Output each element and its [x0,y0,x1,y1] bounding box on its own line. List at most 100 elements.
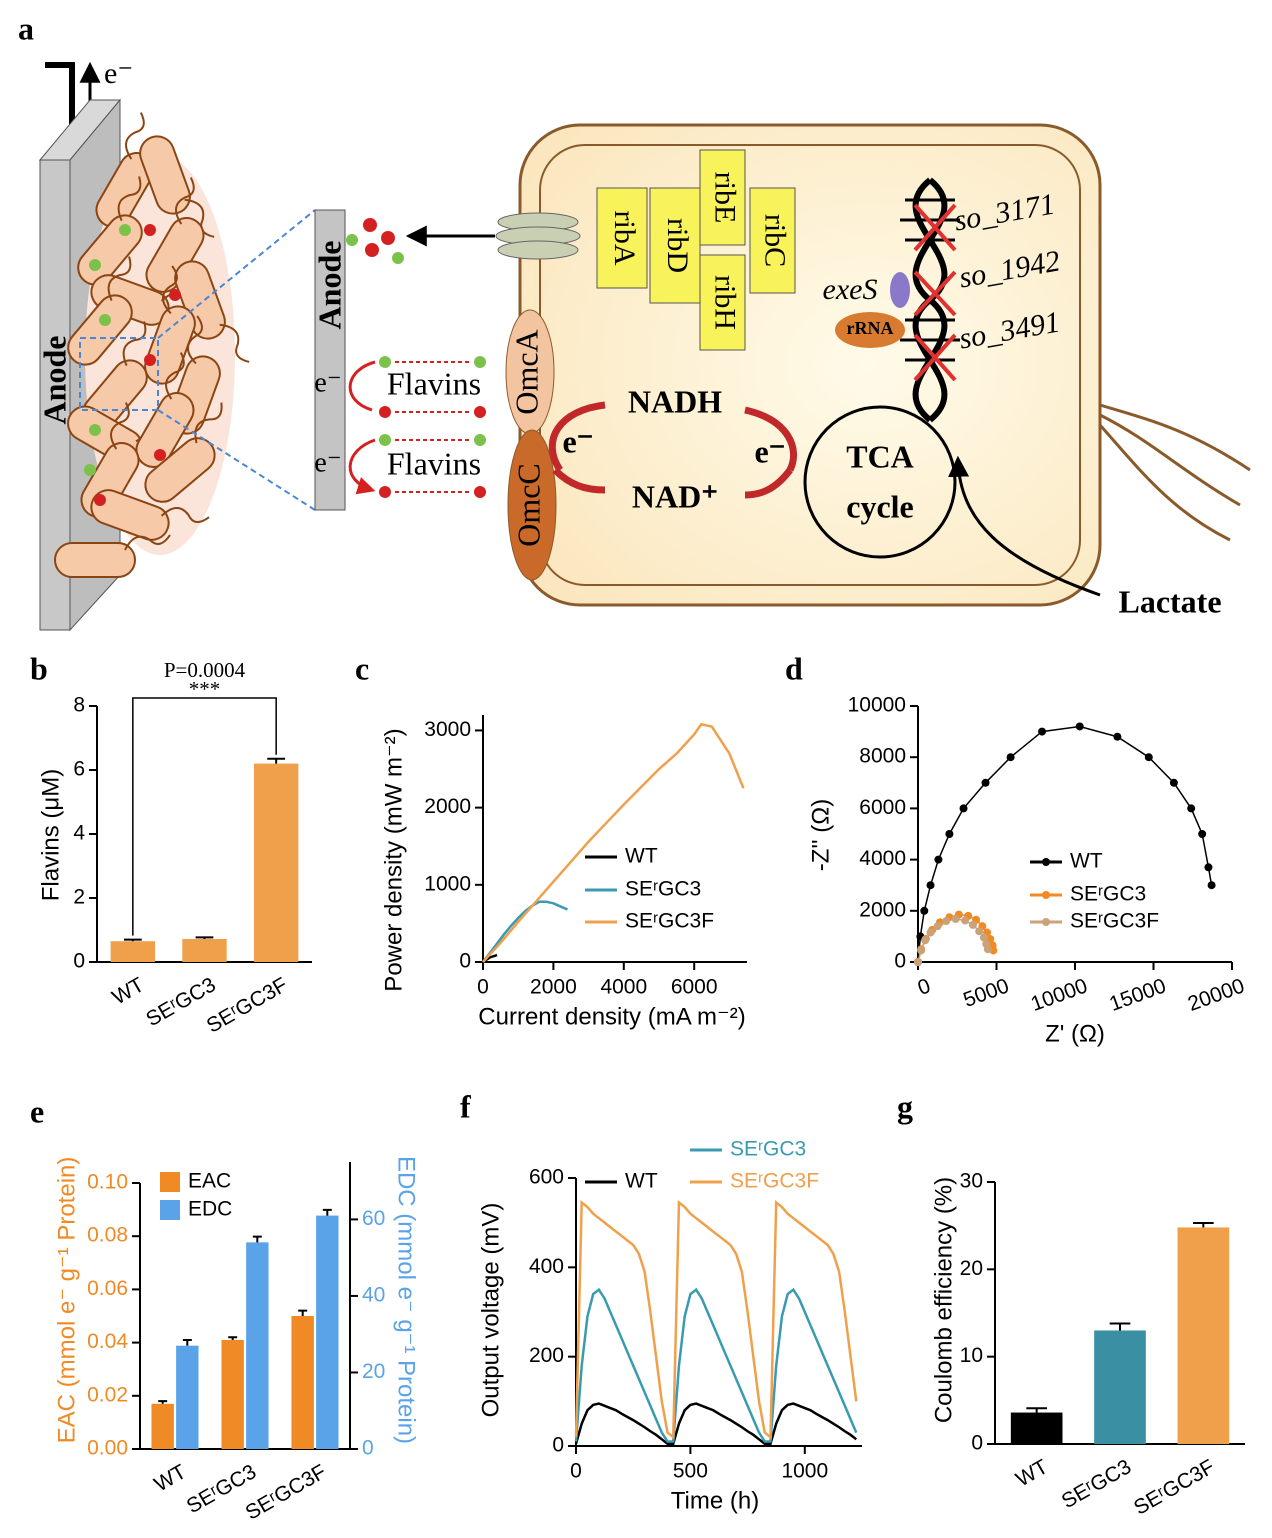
series-line [574,1287,858,1443]
y-tick-label: 6 [73,758,85,781]
x-tick-label: WT [150,1460,190,1496]
lactate-arrow [948,455,1101,597]
data-point [981,778,990,787]
data-point [917,946,926,955]
x-tick-label: 15000 [1106,974,1169,1016]
x-tick-label: 6000 [671,976,718,999]
x-tick-label: SEʳGC3F [1130,1455,1219,1519]
y-tick-label: 0 [552,1434,564,1457]
y-tick-label: 4 [73,822,85,845]
series-line [482,722,745,963]
pilus [160,506,210,523]
y2-tick-label: 20 [362,1360,385,1383]
flavin-dot [154,449,166,461]
bacterium [67,294,133,366]
y-tick-label: 0.04 [87,1330,128,1353]
y-tick-label: 600 [529,1166,564,1189]
omca-label: OmcA [508,329,544,414]
flavin-dot [119,224,131,236]
legend-marker [1042,891,1050,899]
y-tick-label: 6000 [859,796,906,819]
error-bar [1109,1322,1131,1331]
x-tick-label: WT [108,973,148,1009]
bar [110,941,156,962]
x-tick-label: SEʳGC3F [242,1460,331,1524]
y-axis-label: Power density (mW m⁻²) [380,728,407,991]
bar [221,1339,244,1449]
pilus [165,352,185,400]
data-point [959,804,968,813]
y2-tick-label: 0 [362,1437,374,1460]
electron-label: e⁻ [754,433,785,469]
electron-label: e⁻ [104,57,133,90]
data-point [1144,753,1153,762]
electron-label: e⁻ [314,367,341,398]
error-bar [123,938,142,942]
data-point [968,920,977,929]
x-axis-label: Z' (Ω) [1045,1020,1105,1047]
x-tick-label: 4000 [600,976,647,999]
error-bar [182,1338,192,1346]
x-tick-label: SEʳGC3F [203,973,292,1037]
rib-label: ribD [661,218,694,273]
bacterium [174,260,226,340]
significance-bracket [132,697,277,936]
x-tick-label: 0 [477,976,489,999]
legend-label: SEʳGC3F [625,910,714,933]
legend-marker [1042,858,1050,866]
pilus [124,534,171,551]
pilus [161,265,178,315]
annotation: P=0.0004 [164,658,246,682]
legend-label: SEʳGC3F [730,1170,819,1193]
rib-label: ribA [608,211,641,266]
electron-label: e⁻ [314,447,341,478]
pilus [184,198,215,238]
data-point [926,881,935,890]
legend-marker [1042,918,1050,926]
chart: e 0.00 0.02 0.04 0.06 0.08 0.10 0 20 40 60 EDC (mmo… [30,1093,420,1524]
x-tick-label: 20000 [1185,974,1248,1016]
flavin-dot [144,354,156,366]
electron-transfer-arrow [744,406,797,499]
bar [1177,1227,1230,1444]
anode-label: Anode [36,336,72,425]
bar [291,1316,314,1449]
y-tick-label: 20 [960,1257,983,1280]
flagella [1098,403,1251,542]
x-tick-label: 1000 [781,1460,828,1483]
omcc [507,429,557,581]
pilus [219,323,250,363]
data-point [1187,804,1196,813]
y-tick-label: 0.00 [87,1437,128,1460]
error-bar [298,1309,308,1316]
rib-box [649,187,701,304]
pilus [194,402,223,444]
rib-genes: ribA ribD ribE ribH ribC [596,149,796,351]
bacterium [54,542,136,578]
anode-label: Anode [311,241,347,330]
error-bar [322,1208,332,1216]
bar [176,1345,199,1449]
data-point [914,958,922,966]
rib-label: ribC [759,214,792,267]
panel-label: c [355,650,369,686]
inner-anode [314,209,346,511]
y-tick-label: 2000 [424,795,471,818]
data-point [1207,881,1216,890]
rib-box [699,254,746,351]
x-tick-label: 500 [673,1460,708,1483]
tca-label: TCA [846,438,914,474]
wire [45,62,75,125]
electron-transfer-arrow [548,401,606,494]
rib-box [749,187,796,294]
legend-label: SEʳGC3 [1070,883,1146,906]
rib-box [699,149,746,246]
x-tick-label: 10000 [1028,974,1091,1016]
x-tick-label: 2000 [530,976,577,999]
series-line [482,900,568,963]
error-bar [252,1235,262,1243]
error-bar [1193,1222,1214,1228]
flavins-label: Flavins [387,365,481,401]
y-axis-label: Flavins (μM) [37,769,64,902]
